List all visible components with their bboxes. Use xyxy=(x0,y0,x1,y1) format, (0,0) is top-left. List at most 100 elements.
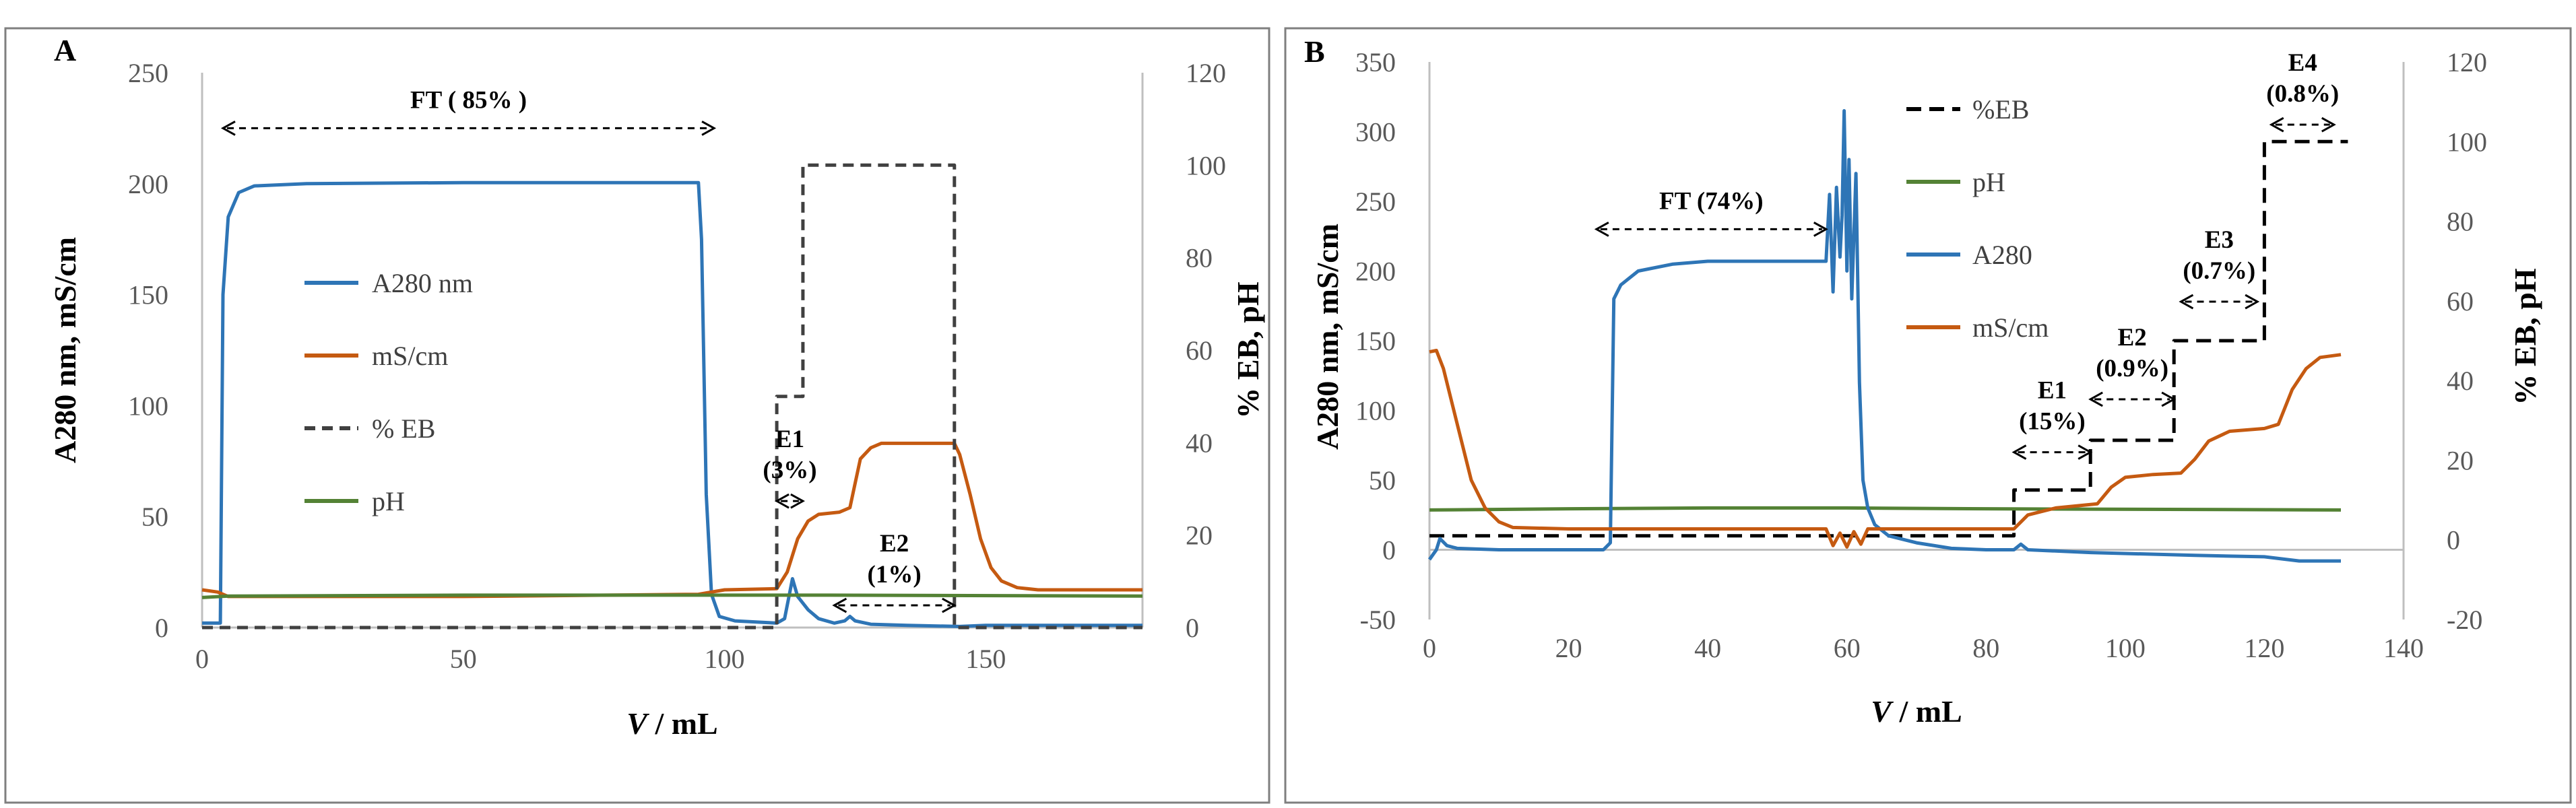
panel-a-legend-label-ms-cm: mS/cm xyxy=(372,341,448,371)
panel-a-annotation-percent: (3%) xyxy=(763,457,816,484)
panel-b-annotation-arrowhead-right xyxy=(2078,444,2093,460)
panel-b-annotation-title: E2 xyxy=(2118,324,2147,351)
panel-b-annotation-percent: (0.8%) xyxy=(2266,80,2339,108)
panel-a-y-tick-label: 250 xyxy=(128,58,168,88)
panel-a-y2-tick-label: 100 xyxy=(1186,150,1226,180)
panel-b-y-tick-label: 150 xyxy=(1355,326,1396,356)
panel-a-y2-tick-label: 0 xyxy=(1186,613,1199,643)
panel-a-series-ph-line xyxy=(201,593,1143,599)
panel-b-y2-axis-title: % EB, pH xyxy=(2508,268,2542,405)
panel-a-y2-axis-title: % EB, pH xyxy=(1231,281,1265,418)
panel-b-y-tick-label: -50 xyxy=(1360,605,1396,635)
panel-b-legend-label-a280: A280 xyxy=(1972,240,2032,270)
panel-a-annotation-e2: E2 (1%) xyxy=(832,530,957,613)
panel-a-annotation-e1: E1 (3%) xyxy=(763,426,817,509)
panel-a-series-a280-nm-line xyxy=(202,180,1142,628)
panel-b-annotation-title: FT (74%) xyxy=(1659,187,1764,215)
panel-b-annotation-arrowhead-left xyxy=(2269,116,2284,133)
panel-b-y2-tick-label: 60 xyxy=(2447,286,2474,316)
panel-b-frame xyxy=(1284,27,2572,804)
panel-b-x-tick-label: 40 xyxy=(1694,633,1721,663)
panel-b-x-tick-label: 80 xyxy=(1972,633,1999,663)
panel-a-y-axis-title: A280 nm, mS/cm xyxy=(48,237,82,463)
panel-b-annotation-e2: E2 (0.9%) xyxy=(2088,324,2177,407)
panel-b-annotation-e1: E1 (15%) xyxy=(2011,377,2093,460)
panel-b-y-tick-label: 200 xyxy=(1355,257,1396,287)
panel-b-y2-tick-label: -20 xyxy=(2447,605,2482,635)
panel-a-legend-label-a280-nm: A280 nm xyxy=(372,268,473,298)
panel-a-annotation-percent: (1%) xyxy=(868,561,922,588)
panel-b-series-a280-line xyxy=(1427,109,2341,563)
panel-b-annotation-percent: (0.9%) xyxy=(2096,355,2168,382)
panel-a-y2-tick-label: 60 xyxy=(1186,335,1213,366)
panel-b-series-pcteb-line xyxy=(1429,139,2348,538)
panel-b-y2-tick-label: 80 xyxy=(2447,207,2474,237)
panel-a-x-tick-label: 100 xyxy=(705,644,745,674)
panel-b-y2-tick-label: 20 xyxy=(2447,445,2474,475)
panel-b-annotation-arrowhead-right xyxy=(1813,222,1828,237)
chart-panel-b: 0 20 40 60 80 100 120 140-500501001502002503003… xyxy=(1310,47,2542,729)
panel-a-y-tick-label: 150 xyxy=(128,280,168,310)
panel-b-x-axis-title: V / mL xyxy=(1871,694,1962,729)
panel-b-y-tick-label: 300 xyxy=(1355,117,1396,147)
panel-b-y2-tick-label: 40 xyxy=(2447,366,2474,396)
panel-b-x-tick-label: 20 xyxy=(1555,633,1582,663)
panel-a-annotation-title: FT ( 85% ) xyxy=(410,86,527,114)
panel-b-x-tick-label: 140 xyxy=(2383,633,2424,663)
panel-b-y-tick-label: 50 xyxy=(1369,465,1396,496)
panel-b-annotation-e4: E4 (0.8%) xyxy=(2266,49,2339,133)
panel-b-legend-label-ph: pH xyxy=(1972,167,2005,197)
panel-a-y2-tick-label: 20 xyxy=(1186,520,1213,551)
panel-b-annotation-e3: E3 (0.7%) xyxy=(2179,226,2260,310)
panel-a-y-tick-label: 100 xyxy=(128,391,168,421)
panel-a-annotation-title: E2 xyxy=(880,530,909,558)
panel-a-frame xyxy=(4,27,1270,804)
panel-a-y2-tick-label: 80 xyxy=(1186,243,1213,273)
panel-a-x-axis-title: V / mL xyxy=(626,706,717,741)
panel-a-annotation-title: E1 xyxy=(775,426,804,453)
panel-a-legend-label-ph: pH xyxy=(372,486,405,516)
panel-b-annotation-arrowhead-right xyxy=(2245,294,2260,310)
panel-b-annotation-arrowhead-left xyxy=(2011,444,2027,460)
panel-a-y-tick-label: 50 xyxy=(141,502,168,532)
panel-b-x-tick-label: 100 xyxy=(2105,633,2146,663)
panel-b-series-ph-line xyxy=(1429,506,2342,512)
panel-b-y2-tick-label: 100 xyxy=(2447,127,2487,157)
panel-a-x-tick-label: 0 xyxy=(195,644,209,674)
panel-b-series-ms-cm-line xyxy=(1429,349,2342,549)
panel-b-y-tick-label: 100 xyxy=(1355,396,1396,426)
panel-a-annotation-arrowhead-left xyxy=(832,597,847,613)
panel-b-annotation-arrowhead-left xyxy=(2088,391,2103,407)
panel-b-annotation-title: E4 xyxy=(2288,49,2317,77)
panel-b-legend-label-pcteb: %EB xyxy=(1972,94,2029,125)
panel-b-y-tick-label: 0 xyxy=(1382,535,1396,566)
panel-a-annotation-arrowhead-left xyxy=(220,121,236,136)
panel-b-label: B xyxy=(1304,34,1325,69)
panel-a-label: A xyxy=(54,33,76,67)
panel-a-y-tick-label: 200 xyxy=(128,169,168,199)
panel-a-annotation-arrowhead-right xyxy=(790,493,805,509)
panel-b-y-axis-title: A280 nm, mS/cm xyxy=(1310,224,1345,450)
panel-a-annotation-arrowhead-left xyxy=(775,493,790,509)
panel-b-annotation-title: E3 xyxy=(2205,226,2234,254)
panel-b-y2-tick-label: 120 xyxy=(2447,47,2487,77)
panel-b-y2-tick-label: 0 xyxy=(2447,525,2460,556)
panel-b-x-tick-label: 120 xyxy=(2244,633,2284,663)
panel-b-annotation-title: E1 xyxy=(2038,377,2067,405)
panel-a-x-tick-label: 150 xyxy=(965,644,1006,674)
chart-panel-a: 0 50 100 150 0 50 100 150 200 250 0 20 40 60 80 100 120 V… xyxy=(48,58,1265,741)
panel-a-legend-label-pct-eb: % EB xyxy=(372,413,435,444)
panel-b-annotation-arrowhead-left xyxy=(2179,294,2194,310)
panel-a-y-tick-label: 0 xyxy=(155,613,168,643)
panel-b-x-tick-label: 60 xyxy=(1834,633,1861,663)
panel-b-annotation-arrowhead-right xyxy=(2321,116,2336,133)
panel-b-annotation-arrowhead-right xyxy=(2161,391,2177,407)
panel-b-y-tick-label: 350 xyxy=(1355,47,1396,77)
panel-b-y-tick-label: 250 xyxy=(1355,187,1396,217)
panel-a-series-pct-eb-line xyxy=(202,163,1142,630)
panel-a-series-ms-cm-line xyxy=(201,441,1142,599)
panel-b-x-tick-label: 0 xyxy=(1423,633,1436,663)
panel-b-annotation-ft-74pct: FT (74%) xyxy=(1594,187,1828,237)
panel-a-x-tick-label: 50 xyxy=(450,644,477,674)
